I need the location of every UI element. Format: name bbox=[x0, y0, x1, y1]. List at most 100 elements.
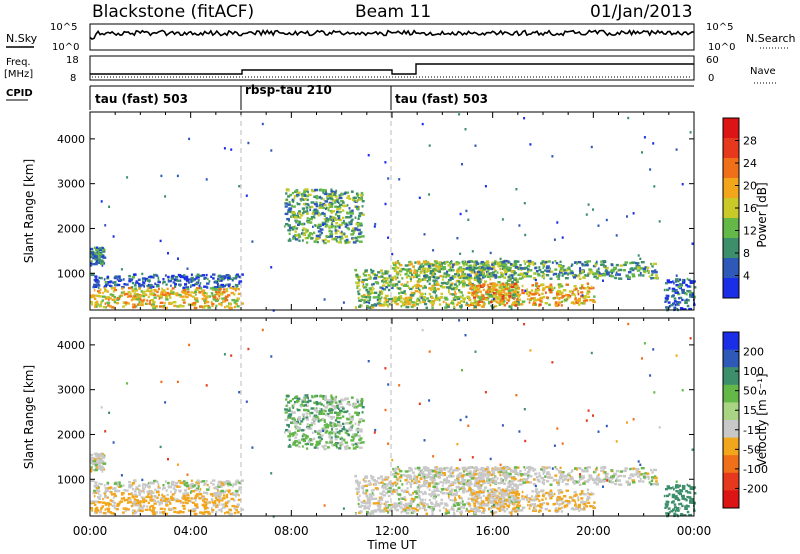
velocity-echo-cell bbox=[367, 502, 370, 505]
power-echo-cell bbox=[315, 238, 318, 241]
power-echo-layer bbox=[90, 113, 697, 312]
power-echo-cell bbox=[637, 262, 640, 265]
velocity-echo-cell bbox=[490, 488, 493, 491]
power-echo-cell bbox=[404, 273, 408, 276]
power-echo-cell bbox=[360, 191, 364, 195]
power-echo-cell bbox=[447, 281, 450, 284]
velocity-echo-cell bbox=[335, 446, 338, 449]
velocity-echo-cell bbox=[473, 466, 475, 470]
power-echo-cell bbox=[182, 301, 186, 304]
velocity-echo-cell bbox=[338, 416, 342, 420]
power-echo-cell bbox=[302, 208, 305, 212]
power-echo-cell bbox=[467, 276, 472, 279]
power-echo-cell bbox=[342, 204, 346, 208]
velocity-echo-cell bbox=[293, 403, 296, 406]
power-echo-cell bbox=[305, 206, 309, 209]
velocity-echo-cell bbox=[333, 423, 337, 426]
power-echo-cell bbox=[270, 266, 273, 269]
velocity-echo-cell bbox=[467, 484, 471, 487]
power-echo-cell bbox=[487, 287, 490, 290]
power-echo-cell bbox=[511, 303, 515, 306]
power-echo-cell bbox=[450, 260, 453, 263]
power-echo-cell bbox=[644, 266, 648, 269]
power-echo-cell bbox=[420, 296, 423, 299]
velocity-echo-cell bbox=[385, 487, 389, 491]
power-echo-cell bbox=[581, 285, 584, 289]
velocity-echo-cell bbox=[348, 421, 352, 425]
velocity-echo-cell bbox=[406, 504, 411, 508]
power-echo-cell bbox=[494, 275, 498, 278]
power-echo-cell bbox=[542, 273, 546, 276]
power-echo-cell bbox=[286, 198, 288, 201]
power-echo-cell bbox=[90, 294, 94, 297]
power-echo-cell bbox=[577, 300, 581, 303]
velocity-echo-cell bbox=[352, 404, 355, 408]
velocity-echo-cell bbox=[336, 416, 339, 420]
velocity-echo-cell bbox=[483, 486, 488, 489]
power-echo-cell bbox=[530, 261, 534, 264]
power-echo-cell bbox=[99, 288, 102, 291]
power-echo-cell bbox=[507, 276, 511, 279]
velocity-echo-cell bbox=[181, 504, 186, 508]
power-echo-cell bbox=[480, 260, 484, 264]
power-echo-cell bbox=[298, 210, 302, 213]
velocity-echo-cell bbox=[210, 481, 213, 484]
velocity-echo-cell bbox=[435, 500, 438, 503]
power-echo-cell bbox=[536, 298, 539, 301]
power-echo-cell bbox=[445, 275, 450, 278]
velocity-echo-cell bbox=[486, 467, 490, 470]
velocity-echo-cell bbox=[387, 494, 391, 498]
velocity-echo-cell bbox=[401, 497, 406, 500]
power-echo-cell bbox=[120, 268, 123, 271]
velocity-echo-cell bbox=[222, 481, 227, 484]
power-echo-cell bbox=[106, 275, 110, 279]
velocity-echo-cell bbox=[302, 417, 305, 421]
power-echo-cell bbox=[477, 302, 480, 305]
power-echo-cell bbox=[686, 285, 690, 288]
power-echo-cell bbox=[627, 116, 630, 120]
power-echo-cell bbox=[410, 305, 414, 308]
velocity-echo-cell bbox=[297, 408, 301, 412]
velocity-echo-cell bbox=[144, 483, 148, 487]
power-echo-cell bbox=[169, 279, 173, 283]
power-echo-cell bbox=[124, 303, 127, 306]
power-echo-cell bbox=[288, 237, 291, 241]
nave-tick-low: 0 bbox=[708, 73, 714, 84]
velocity-echo-cell bbox=[230, 497, 234, 501]
power-echo-cell bbox=[194, 288, 199, 292]
velocity-echo-cell bbox=[306, 435, 309, 438]
velocity-echo-cell bbox=[131, 495, 134, 499]
power-echo-cell bbox=[545, 285, 549, 289]
power-echo-cell bbox=[592, 286, 595, 290]
power-echo-cell bbox=[632, 275, 636, 278]
power-echo-cell bbox=[374, 303, 377, 306]
velocity-echo-cell bbox=[646, 475, 649, 478]
velocity-echo-cell bbox=[333, 443, 336, 447]
velocity-echo-cell bbox=[190, 490, 194, 493]
velocity-echo-cell bbox=[229, 508, 232, 512]
power-echo-cell bbox=[148, 286, 153, 289]
power-echo-cell bbox=[564, 272, 568, 275]
power-colorbar-tick-label: 4 bbox=[743, 270, 750, 283]
power-echo-cell bbox=[315, 195, 319, 198]
power-echo-cell bbox=[423, 269, 426, 273]
power-echo-cell bbox=[570, 270, 574, 273]
power-echo-cell bbox=[142, 279, 144, 282]
power-echo-cell bbox=[208, 280, 211, 283]
power-echo-cell bbox=[490, 304, 493, 307]
power-echo-cell bbox=[370, 283, 373, 286]
velocity-echo-cell bbox=[195, 499, 197, 502]
power-echo-cell bbox=[561, 274, 564, 277]
power-echo-cell bbox=[469, 287, 472, 290]
power-echo-cell bbox=[447, 278, 452, 282]
velocity-echo-cell bbox=[414, 475, 419, 479]
velocity-echo-cell bbox=[478, 496, 482, 499]
velocity-echo-cell bbox=[498, 502, 501, 505]
power-echo-cell bbox=[520, 267, 524, 270]
power-echo-cell bbox=[367, 306, 370, 309]
velocity-echo-cell bbox=[218, 494, 222, 497]
velocity-echo-cell bbox=[240, 508, 244, 511]
power-echo-cell bbox=[405, 296, 408, 300]
power-echo-cell bbox=[320, 231, 323, 235]
power-echo-cell bbox=[328, 225, 332, 228]
